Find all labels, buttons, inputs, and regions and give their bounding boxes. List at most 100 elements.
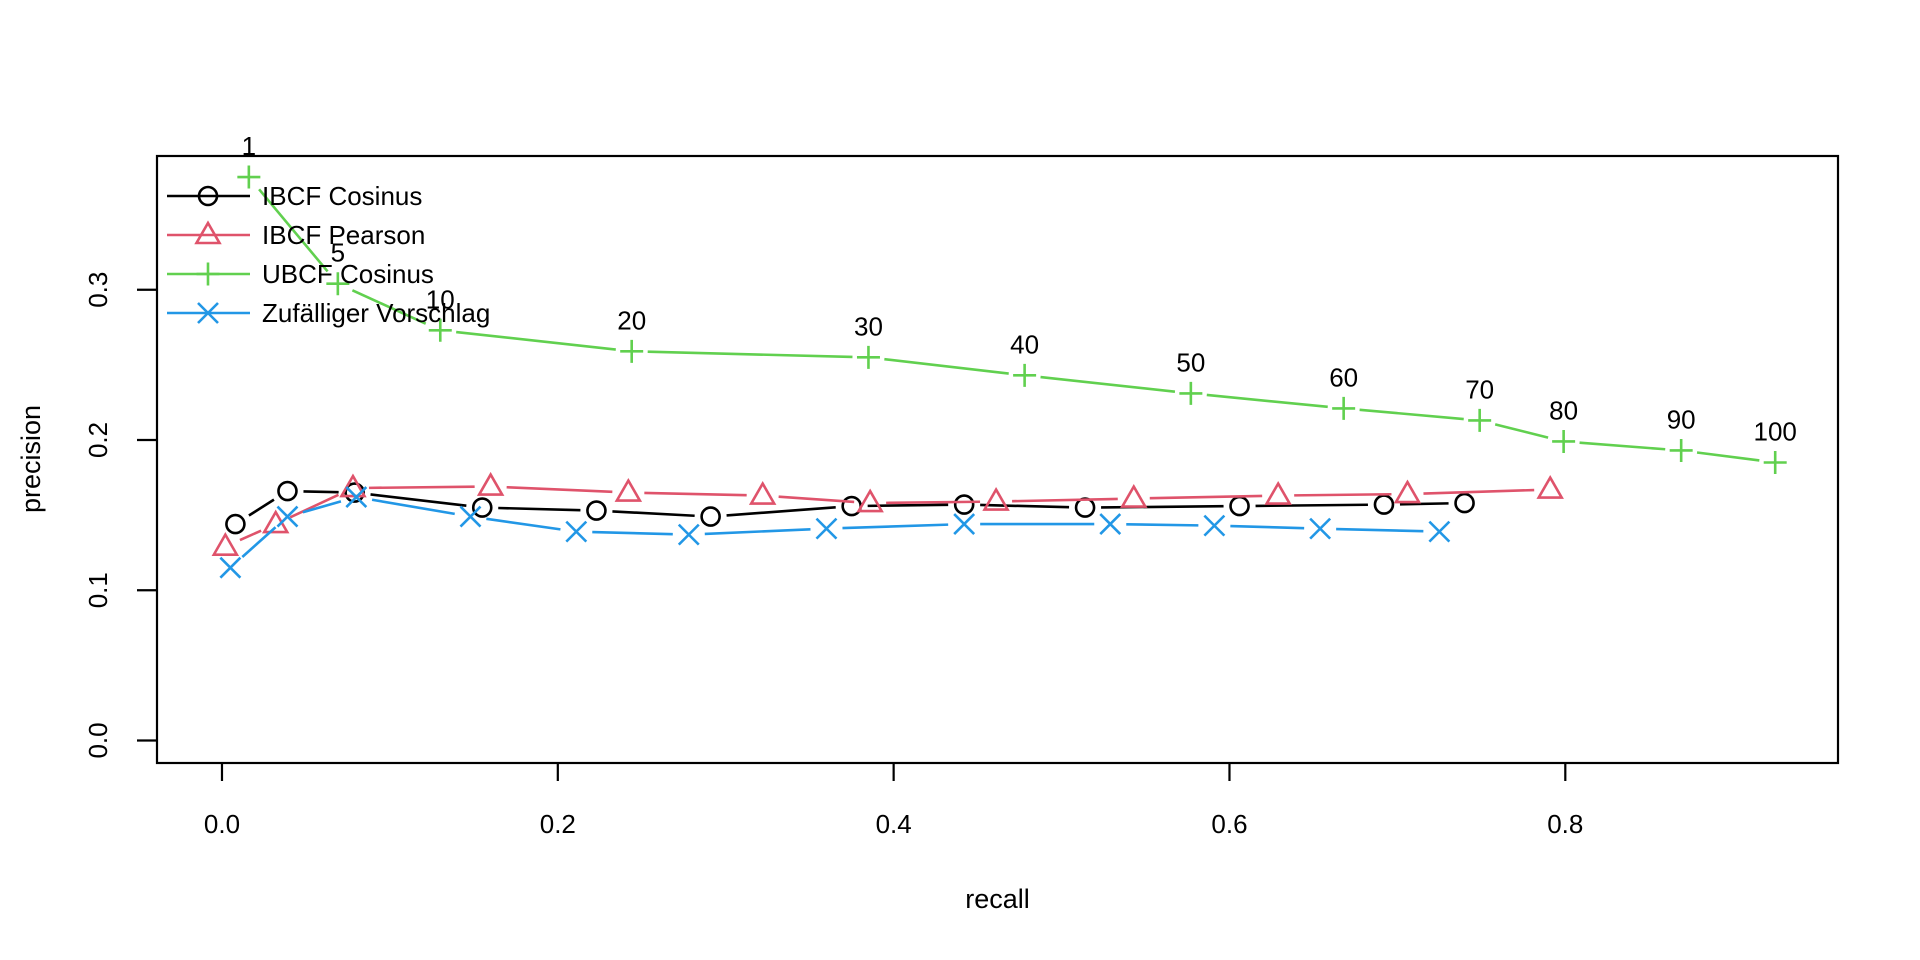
legend-item-ibcf-pearson: IBCF Pearson bbox=[167, 220, 425, 250]
point-label: 1 bbox=[242, 131, 256, 161]
data-point-marker bbox=[1536, 474, 1564, 499]
point-label: 100 bbox=[1754, 417, 1797, 447]
data-point-marker bbox=[1179, 381, 1203, 405]
series-segment bbox=[842, 523, 949, 530]
point-label: 70 bbox=[1465, 374, 1494, 404]
series-segment bbox=[647, 350, 853, 359]
series-segment bbox=[1206, 393, 1328, 409]
data-point-marker bbox=[277, 480, 298, 502]
data-point-marker bbox=[856, 488, 884, 513]
series-zuf-lliger-vorschlag bbox=[219, 486, 1451, 579]
series-segment bbox=[886, 500, 981, 505]
data-point-marker bbox=[565, 520, 588, 543]
y-axis-title: precision bbox=[16, 405, 46, 513]
series-segment bbox=[1126, 523, 1199, 527]
series-segment bbox=[239, 529, 262, 542]
series-segment bbox=[1359, 408, 1464, 421]
point-label: 60 bbox=[1329, 362, 1358, 392]
x-tick-label: 0.6 bbox=[1211, 809, 1247, 839]
data-point-marker bbox=[856, 345, 880, 369]
data-point-marker bbox=[748, 480, 777, 505]
point-label: 50 bbox=[1176, 347, 1205, 377]
data-point-marker bbox=[1203, 514, 1226, 537]
legend-label: UBCF Cosinus bbox=[262, 259, 434, 289]
data-point-marker bbox=[586, 500, 607, 521]
data-point-marker bbox=[1468, 408, 1492, 432]
series-segment bbox=[371, 498, 455, 516]
series-segment bbox=[1149, 494, 1263, 500]
series-ibcf-pearson bbox=[211, 471, 1564, 556]
series-segment bbox=[1494, 423, 1549, 439]
data-point-marker bbox=[225, 513, 246, 535]
series-segment bbox=[726, 505, 836, 517]
data-point-marker bbox=[276, 505, 299, 528]
data-point-marker bbox=[1428, 520, 1451, 543]
legend-item-ibcf-cosinus: IBCF Cosinus bbox=[167, 181, 422, 211]
data-point-marker bbox=[953, 494, 975, 515]
x-tick-label: 0.2 bbox=[540, 809, 576, 839]
data-point-marker bbox=[620, 339, 644, 363]
series-segment bbox=[778, 495, 855, 504]
data-point-marker bbox=[428, 318, 452, 342]
series-ubcf-cosinus: 1 5 10 20 30 40 50 60 70 80 90 100 bbox=[237, 131, 1797, 475]
series-segment bbox=[1230, 524, 1305, 530]
data-point-marker bbox=[237, 165, 261, 189]
series-segment bbox=[248, 498, 275, 517]
plot-border bbox=[155, 154, 1840, 765]
legend-item-zuf-lliger-vorschlag: Zufälliger Vorschlag bbox=[167, 298, 490, 328]
series-segment bbox=[1696, 451, 1760, 462]
data-point-marker bbox=[1393, 479, 1422, 504]
series-segment bbox=[1294, 492, 1392, 497]
series-segment bbox=[1255, 503, 1368, 508]
data-point-marker bbox=[471, 497, 493, 518]
point-label: 90 bbox=[1667, 404, 1696, 434]
data-point-marker bbox=[1454, 492, 1475, 514]
point-label: 20 bbox=[617, 305, 646, 335]
data-point-marker bbox=[1552, 429, 1576, 453]
series-segment bbox=[370, 493, 467, 507]
data-point-marker bbox=[197, 302, 219, 324]
data-point-marker bbox=[1264, 480, 1292, 505]
x-axis: 0.0 0.2 0.4 0.6 0.8 bbox=[204, 763, 1583, 839]
data-point-marker bbox=[1099, 513, 1122, 536]
series-segment bbox=[592, 530, 673, 536]
series-segment bbox=[867, 503, 949, 508]
x-tick-label: 0.8 bbox=[1547, 809, 1583, 839]
x-tick-label: 0.0 bbox=[204, 809, 240, 839]
series-segment bbox=[498, 506, 581, 512]
data-point-marker bbox=[1309, 517, 1332, 540]
data-point-marker bbox=[841, 495, 862, 517]
series-segment bbox=[1040, 375, 1176, 393]
data-point-marker bbox=[211, 532, 240, 556]
legend-item-ubcf-cosinus: UBCF Cosinus bbox=[167, 259, 434, 289]
y-tick-label: 0.3 bbox=[83, 272, 113, 308]
point-label: 30 bbox=[854, 311, 883, 341]
data-point-marker bbox=[196, 262, 220, 286]
data-point-marker bbox=[953, 513, 976, 536]
data-point-marker bbox=[677, 523, 700, 546]
series-segment bbox=[456, 330, 616, 351]
series-segment bbox=[241, 526, 277, 558]
data-point-marker bbox=[700, 506, 721, 527]
data-point-marker bbox=[1763, 451, 1787, 475]
data-point-marker bbox=[197, 185, 219, 207]
data-point-marker bbox=[1229, 495, 1250, 517]
series-segment bbox=[1423, 488, 1535, 495]
data-point-marker bbox=[339, 473, 367, 498]
legend-label: IBCF Cosinus bbox=[262, 181, 422, 211]
series-segment bbox=[884, 357, 1009, 375]
data-point-marker bbox=[1074, 497, 1096, 518]
data-point-marker bbox=[476, 471, 505, 496]
legend-label: IBCF Pearson bbox=[262, 220, 425, 250]
data-point-marker bbox=[1013, 363, 1037, 387]
legend: IBCF Cosinus IBCF Pearson UBCF Cosinus Zufä… bbox=[167, 181, 490, 328]
data-point-marker bbox=[459, 505, 482, 528]
series-segment bbox=[368, 485, 475, 490]
series-segment bbox=[612, 510, 695, 518]
data-point-marker bbox=[1120, 483, 1148, 508]
series-segment bbox=[1579, 441, 1666, 451]
data-point-marker bbox=[614, 477, 643, 502]
y-tick-label: 0.1 bbox=[83, 572, 113, 608]
series-segment bbox=[1012, 497, 1118, 503]
